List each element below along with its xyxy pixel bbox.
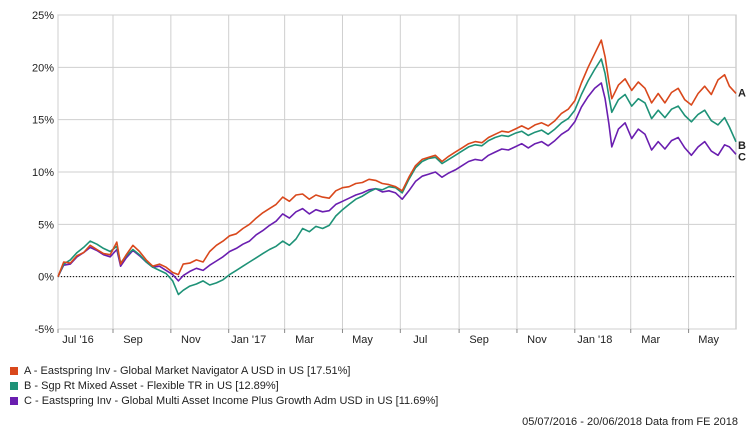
y-tick-label: 10% [32, 167, 54, 179]
series-line-B [57, 58, 737, 296]
x-tick-label: Sep [123, 334, 143, 346]
x-tick-label: Jul [413, 334, 427, 346]
legend-swatch-B [10, 381, 18, 390]
legend: A - Eastspring Inv - Global Market Navig… [10, 363, 438, 408]
legend-label-B: B - Sgp Rt Mixed Asset - Flexible TR in … [24, 379, 279, 392]
y-tick-label: 25% [32, 10, 54, 22]
legend-item-B: B - Sgp Rt Mixed Asset - Flexible TR in … [10, 378, 438, 393]
legend-item-A: A - Eastspring Inv - Global Market Navig… [10, 363, 438, 378]
legend-swatch-C [10, 396, 18, 405]
legend-swatch-A [10, 366, 18, 375]
legend-label-A: A - Eastspring Inv - Global Market Navig… [24, 364, 351, 377]
footer-date-range: 05/07/2016 - 20/06/2018 Data from FE 201… [522, 416, 738, 428]
series-end-label-A: A [738, 87, 746, 99]
x-tick-label: Mar [295, 334, 314, 346]
legend-item-C: C - Eastspring Inv - Global Multi Asset … [10, 393, 438, 408]
y-tick-label: 20% [32, 62, 54, 74]
legend-label-C: C - Eastspring Inv - Global Multi Asset … [24, 394, 439, 407]
x-tick-label: Jan '18 [577, 334, 612, 346]
y-tick-label: 5% [38, 219, 54, 231]
y-tick-label: -5% [34, 324, 54, 336]
series-end-label-C: C [738, 151, 746, 163]
y-tick-label: 0% [38, 272, 54, 284]
x-tick-label: May [698, 334, 719, 346]
x-tick-label: Jul '16 [62, 334, 93, 346]
x-tick-label: Mar [641, 334, 660, 346]
grid [57, 14, 737, 330]
series-line-C [57, 82, 737, 282]
end-labels: A BC [738, 87, 746, 163]
x-tick-label: Nov [181, 334, 201, 346]
series-end-label-B: B [738, 140, 746, 152]
axes: -5% 0% 5% 10% 15% 20% 25% Jul '16 Sep Nov Jan '17 M… [32, 10, 720, 346]
x-tick-label: Jan '17 [231, 334, 266, 346]
x-tick-label: Nov [527, 334, 547, 346]
line-chart: -5% 0% 5% 10% 15% 20% 25% Jul '16 Sep Nov Jan '17 M… [32, 10, 746, 346]
x-tick-label: May [352, 334, 373, 346]
series-lines [57, 39, 737, 296]
y-tick-label: 15% [32, 115, 54, 127]
series-line-A [57, 39, 737, 277]
x-tick-label: Sep [469, 334, 489, 346]
